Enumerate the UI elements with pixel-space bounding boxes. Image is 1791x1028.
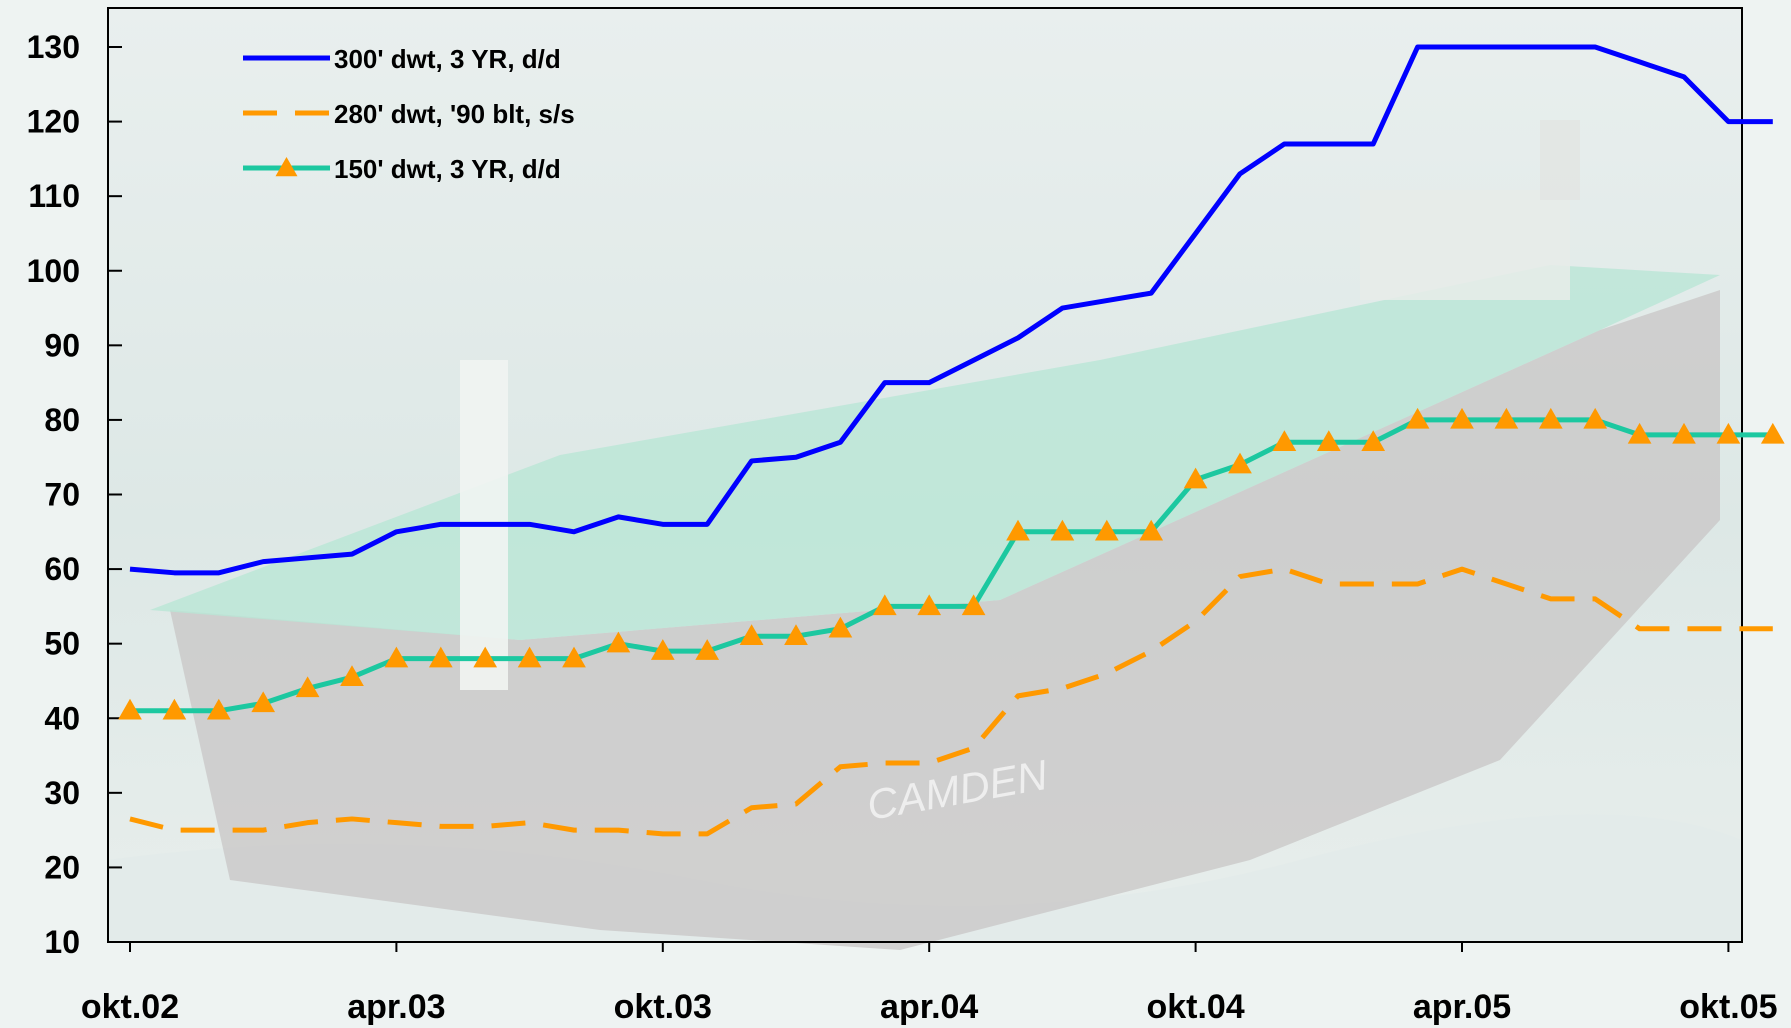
x-tick-label: apr.04	[880, 988, 978, 1026]
data-point	[384, 646, 409, 668]
data-point	[1183, 467, 1208, 489]
legend-label: 300' dwt, 3 YR, d/d	[334, 44, 561, 74]
y-tick-label: 130	[27, 29, 80, 65]
x-ticks: okt.02 apr.03 okt.03 apr.04 okt.04 apr.05 okt.…	[81, 942, 1778, 1026]
y-tick-label: 110	[28, 178, 80, 214]
data-point	[295, 676, 320, 698]
legend-marker	[275, 157, 298, 177]
series-3	[118, 407, 1785, 720]
data-point	[206, 698, 231, 720]
x-tick-label: okt.03	[614, 988, 712, 1026]
legend-item: 150' dwt, 3 YR, d/d	[243, 154, 561, 184]
data-point	[251, 691, 276, 713]
y-tick-label: 20	[44, 849, 80, 885]
data-point	[162, 698, 187, 720]
data-point	[1316, 430, 1341, 452]
legend-label: 150' dwt, 3 YR, d/d	[334, 154, 561, 184]
data-point	[872, 594, 897, 616]
data-point	[739, 624, 764, 645]
series-1	[129, 44, 1773, 576]
series-2	[129, 566, 1773, 837]
data-point	[340, 665, 364, 686]
legend: 300' dwt, 3 YR, d/d 280' dwt, '90 blt, s/…	[243, 44, 575, 184]
data-point	[650, 639, 675, 660]
y-tick-label: 80	[44, 402, 80, 438]
legend-label: 280' dwt, '90 blt, s/s	[334, 99, 575, 129]
series-layer	[118, 44, 1785, 837]
y-tick-label: 60	[44, 551, 80, 587]
data-point	[1050, 519, 1075, 541]
data-point	[1627, 422, 1652, 444]
data-point	[1405, 407, 1430, 429]
y-tick-label: 90	[44, 327, 80, 363]
data-point	[828, 616, 853, 638]
data-point	[118, 698, 142, 720]
series-line	[129, 44, 1773, 576]
series-line	[130, 417, 1773, 714]
data-point	[1494, 407, 1519, 429]
y-tick-label: 30	[44, 775, 80, 811]
data-point	[917, 594, 942, 616]
y-ticks: 10 20 30 40 50 60 70 80 90 100 110 120 130	[27, 29, 122, 960]
data-point	[1583, 407, 1608, 429]
y-tick-label: 70	[44, 477, 80, 513]
x-tick-label: apr.05	[1413, 988, 1511, 1026]
y-tick-label: 10	[44, 924, 80, 960]
data-point	[606, 631, 631, 653]
data-point	[1228, 452, 1252, 474]
y-tick-label: 50	[44, 626, 80, 662]
series-line	[129, 566, 1773, 837]
data-point	[1272, 430, 1297, 452]
axes: 10 20 30 40 50 60 70 80 90 100 110 120 130 okt.02 apr…	[27, 8, 1778, 1026]
data-point	[1094, 519, 1119, 541]
data-point	[1716, 422, 1741, 444]
x-tick-label: okt.02	[81, 988, 179, 1026]
data-point	[1672, 422, 1696, 444]
data-point	[1139, 519, 1164, 541]
data-point	[961, 594, 986, 616]
legend-item: 300' dwt, 3 YR, d/d	[243, 44, 561, 74]
data-point	[428, 646, 453, 668]
data-point	[695, 639, 720, 660]
y-tick-label: 40	[44, 700, 80, 736]
data-point	[1361, 430, 1386, 452]
data-point	[1760, 422, 1785, 444]
x-tick-label: okt.05	[1679, 988, 1777, 1026]
data-point	[517, 646, 542, 668]
data-point	[1450, 407, 1474, 429]
data-point	[562, 646, 586, 668]
data-point	[1538, 407, 1563, 429]
data-point	[473, 646, 498, 668]
y-tick-label: 120	[27, 104, 80, 140]
data-point	[784, 624, 808, 645]
y-tick-label: 100	[27, 253, 80, 289]
data-point	[1006, 519, 1030, 541]
x-tick-label: okt.04	[1146, 988, 1244, 1026]
legend-item: 280' dwt, '90 blt, s/s	[243, 99, 575, 129]
x-tick-label: apr.03	[347, 988, 445, 1026]
